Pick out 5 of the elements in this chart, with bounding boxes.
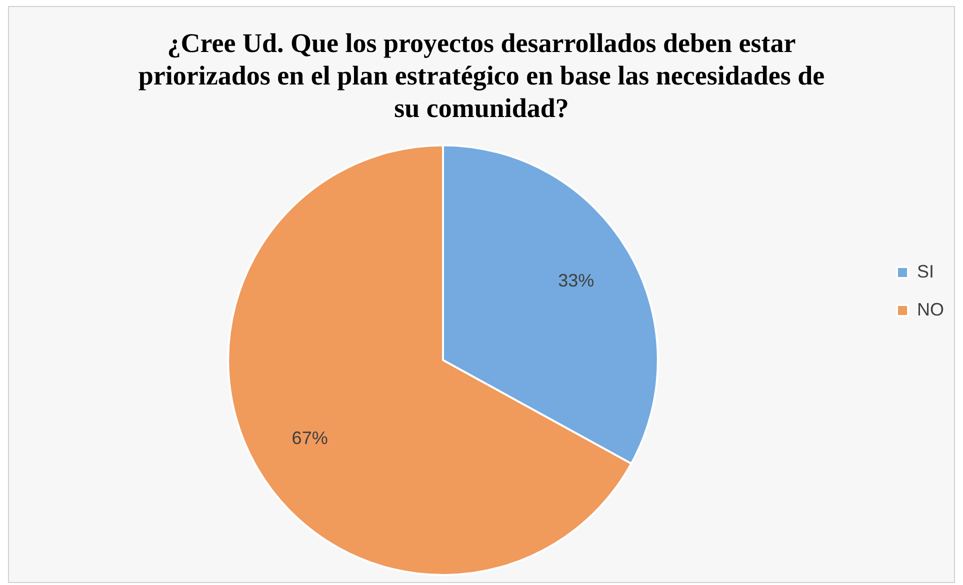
data-label: 33%: [558, 270, 594, 290]
chart-title: ¿Cree Ud. Que los proyectos desarrollados deben estar priorizados en el plan estratégico en base las necesidades de su comunidad?: [138, 28, 825, 123]
data-label: 67%: [292, 428, 328, 448]
legend-label: NO: [917, 299, 944, 320]
legend-label: SI: [917, 261, 934, 282]
